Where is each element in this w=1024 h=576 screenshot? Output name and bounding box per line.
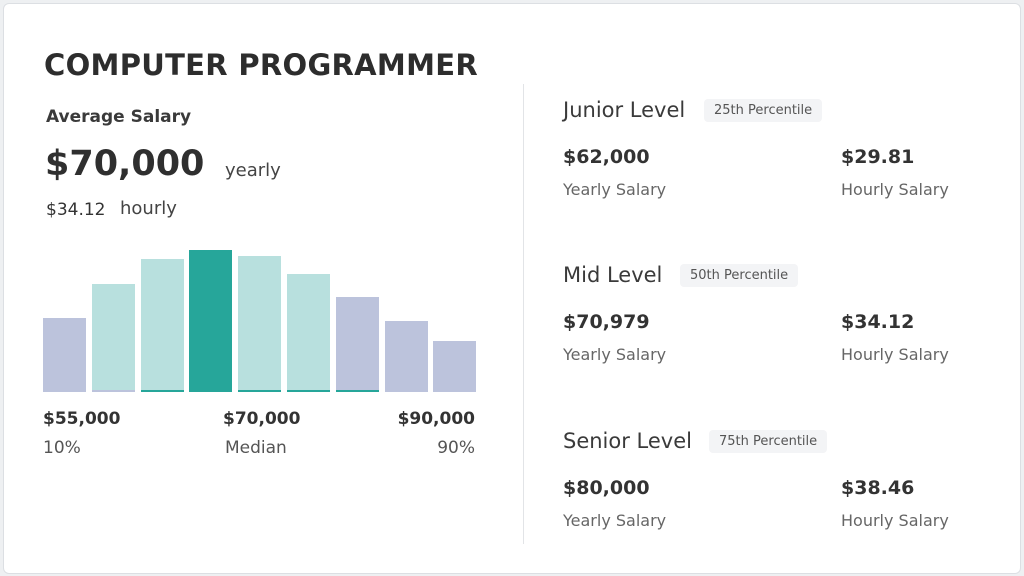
hourly-salary-label: Hourly Salary [841, 180, 949, 199]
bar-strip [140, 390, 184, 392]
average-yearly-value: $70,000 [45, 144, 205, 184]
histogram-bar [433, 341, 477, 392]
yearly-salary-label: Yearly Salary [563, 180, 667, 199]
percentile-badge: 50th Percentile [680, 264, 799, 287]
average-salary-label: Average Salary [46, 107, 192, 127]
percentile-badge: 25th Percentile [704, 99, 823, 122]
hourly-salary-label: Hourly Salary [841, 345, 949, 364]
hourly-salary-value: $38.46 [841, 477, 915, 499]
page-title: COMPUTER PROGRAMMER [44, 48, 478, 82]
salary-card: COMPUTER PROGRAMMER Average Salary $70,0… [3, 3, 1021, 574]
tick-label-high: 90% [437, 438, 475, 458]
hourly-salary-value: $34.12 [841, 311, 915, 333]
percentile-badge: 75th Percentile [709, 430, 828, 453]
histogram-bar [384, 321, 428, 392]
tick-value-high: $90,000 [397, 409, 475, 429]
average-hourly-value: $34.12 [46, 200, 106, 220]
histogram-bar [43, 318, 86, 392]
tick-label-low: 10% [43, 438, 81, 458]
yearly-salary-value: $80,000 [563, 477, 650, 499]
yearly-salary-value: $62,000 [563, 146, 650, 168]
level-name: Mid Level [563, 263, 663, 287]
level-name: Junior Level [563, 98, 686, 122]
bar-strip [287, 390, 330, 392]
divider [523, 84, 524, 544]
hourly-salary-label: Hourly Salary [841, 511, 949, 530]
bar-strip [238, 390, 282, 392]
bar-strip [91, 390, 135, 392]
histogram-bar [91, 284, 135, 392]
hourly-label: hourly [120, 198, 177, 219]
hourly-salary-value: $29.81 [841, 146, 915, 168]
histogram-bar [189, 250, 233, 392]
histogram-bar [287, 274, 330, 392]
tick-value-median: $70,000 [223, 409, 301, 429]
yearly-salary-label: Yearly Salary [563, 511, 667, 530]
yearly-salary-value: $70,979 [563, 311, 650, 333]
histogram-bar [140, 259, 184, 392]
yearly-label: yearly [225, 160, 281, 181]
yearly-salary-label: Yearly Salary [563, 345, 667, 364]
histogram-bar [238, 256, 282, 392]
histogram-bar [335, 297, 379, 392]
bar-strip [335, 390, 379, 392]
tick-label-median: Median [225, 438, 287, 458]
tick-value-low: $55,000 [43, 409, 121, 429]
level-name: Senior Level [563, 429, 692, 453]
